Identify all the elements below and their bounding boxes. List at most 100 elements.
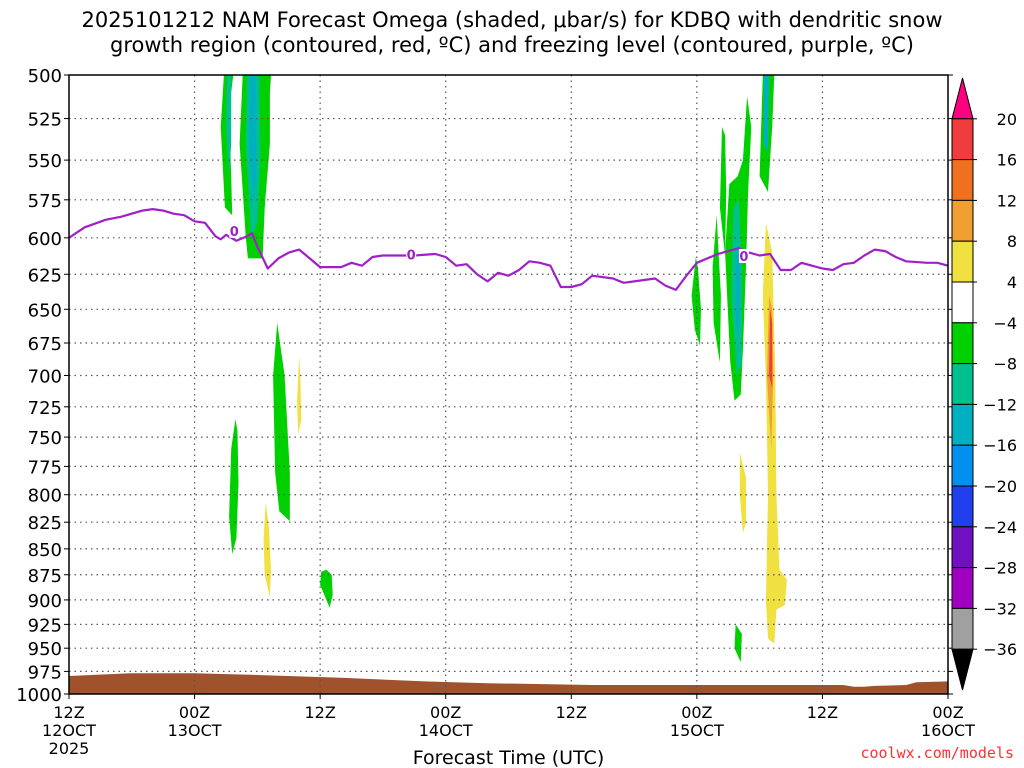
colorbar-segment-13	[951, 607, 974, 650]
omega-region-17	[763, 75, 770, 152]
colorbar-label-11: −28	[983, 559, 1017, 578]
y-tick-label-775: 775	[28, 457, 62, 478]
x-tick-label-0: 12Z	[53, 703, 84, 722]
y-tick-label-725: 725	[28, 398, 62, 419]
colorbar-segment-5	[951, 281, 974, 324]
y-tick-label-875: 875	[28, 566, 62, 587]
omega-region-5	[229, 419, 239, 555]
y-tick-label-825: 825	[28, 513, 62, 534]
x-tick-label-36: 00Z	[430, 703, 461, 722]
colorbar-top-arrow	[951, 77, 974, 120]
freezing-label-bg-1	[406, 247, 417, 262]
omega-shading-layer	[220, 75, 787, 663]
y-tick-label-600: 600	[28, 229, 62, 250]
y-tick-label-800: 800	[28, 486, 62, 507]
colorbar-segment-1	[951, 118, 974, 161]
colorbar: 20 16 12 8 4 −4 −8 −12 −16 −20 −24 −28 −32 −36	[951, 77, 1017, 691]
omega-region-20	[739, 452, 746, 533]
colorbar-label-8: −16	[983, 436, 1017, 455]
colorbar-label-4: 4	[1007, 273, 1017, 292]
terrain-fill	[69, 673, 948, 694]
colorbar-segment-12	[951, 567, 974, 609]
colorbar-segment-11	[951, 526, 974, 569]
x-tick-label-60: 00Z	[681, 703, 712, 722]
y-tick-label-575: 575	[28, 191, 62, 212]
omega-region-7	[320, 569, 333, 608]
x-tick-date-0: 12OCT	[42, 721, 96, 740]
colorbar-label-3: 8	[1007, 232, 1017, 251]
colorbar-label-5: −4	[993, 314, 1017, 333]
freezing-level-label-2: 0	[739, 250, 748, 265]
y-tick-label-850: 850	[28, 540, 62, 561]
colorbar-segment-10	[951, 485, 974, 528]
terrain-layer	[69, 673, 948, 694]
colorbar-label-2: 12	[997, 191, 1017, 210]
omega-region-19	[762, 222, 787, 644]
colorbar-label-0: 20	[997, 110, 1017, 129]
y-tick-label-975: 975	[28, 662, 62, 683]
y-tick-label-950: 950	[28, 639, 62, 660]
x-tick-date-84: 16OCT	[921, 721, 975, 740]
colorbar-segment-4	[951, 240, 974, 283]
source-credit[interactable]: coolwx.com/models	[860, 744, 1014, 762]
x-tick-label-48: 12Z	[556, 703, 587, 722]
x-tick-label-12: 00Z	[179, 703, 210, 722]
omega-region-8	[263, 502, 271, 597]
chart-title-line-1: 2025101212 NAM Forecast Omega (shaded, μ…	[81, 8, 943, 32]
y-tick-label-625: 625	[28, 265, 62, 286]
omega-region-0	[220, 75, 234, 216]
omega-region-22	[769, 309, 773, 389]
freezing-label-bg-2	[738, 248, 749, 263]
y-tick-label-675: 675	[28, 334, 62, 355]
colorbar-label-1: 16	[997, 151, 1017, 170]
colorbar-segment-7	[951, 363, 974, 405]
y-tick-label-500: 500	[28, 66, 62, 87]
y-tick-label-925: 925	[28, 615, 62, 636]
x-axis-title: Forecast Time (UTC)	[413, 747, 604, 768]
colorbar-label-12: −32	[983, 599, 1017, 618]
colorbar-label-6: −8	[993, 355, 1017, 374]
y-tick-label-525: 525	[28, 110, 62, 131]
omega-region-18	[734, 624, 742, 663]
x-tick-date-60: 15OCT	[670, 721, 724, 740]
x-tick-date-36: 14OCT	[419, 721, 473, 740]
colorbar-segment-3	[951, 199, 974, 242]
colorbar-segment-2	[951, 159, 974, 201]
colorbar-segment-9	[951, 444, 974, 487]
x-tick-label-72: 12Z	[807, 703, 838, 722]
colorbar-label-9: −20	[983, 477, 1017, 496]
omega-region-11	[712, 215, 721, 363]
freezing-label-bg-0	[229, 223, 240, 238]
freezing-level-layer: 0 0 0	[68, 208, 949, 291]
omega-region-9	[297, 356, 302, 435]
freezing-level-label-1: 0	[407, 249, 416, 264]
colorbar-label-13: −36	[983, 640, 1017, 659]
plot-frame	[68, 74, 949, 695]
freezing-level-line	[68, 208, 949, 291]
colorbar-label-7: −12	[983, 395, 1017, 414]
colorbar-segment-8	[951, 403, 974, 446]
freezing-level-label-0: 0	[230, 225, 239, 240]
y-tick-label-700: 700	[28, 366, 62, 387]
colorbar-segment-6	[951, 322, 974, 365]
omega-region-16	[735, 237, 740, 337]
colorbar-bottom-arrow	[951, 648, 974, 691]
omega-region-2	[226, 75, 232, 177]
chart-title-line-2: growth region (contoured, red, ºC) and f…	[110, 33, 914, 57]
grid-layer	[69, 75, 948, 694]
y-tick-label-750: 750	[28, 428, 62, 449]
x-tick-label-24: 12Z	[304, 703, 335, 722]
x-tick-date-12: 13OCT	[168, 721, 222, 740]
omega-region-6	[273, 322, 290, 522]
y-tick-label-650: 650	[28, 300, 62, 321]
x-tick-label-84: 00Z	[932, 703, 963, 722]
y-axis: 500 525 550 575 600 625 650 675 700 725 750 775 800 8…	[16, 66, 953, 706]
omega-region-13	[719, 127, 727, 256]
omega-region-4	[249, 75, 257, 208]
x-tick-year-0: 2025	[49, 739, 90, 758]
y-tick-label-550: 550	[28, 151, 62, 172]
colorbar-label-10: −24	[983, 518, 1017, 537]
y-tick-label-900: 900	[28, 591, 62, 612]
